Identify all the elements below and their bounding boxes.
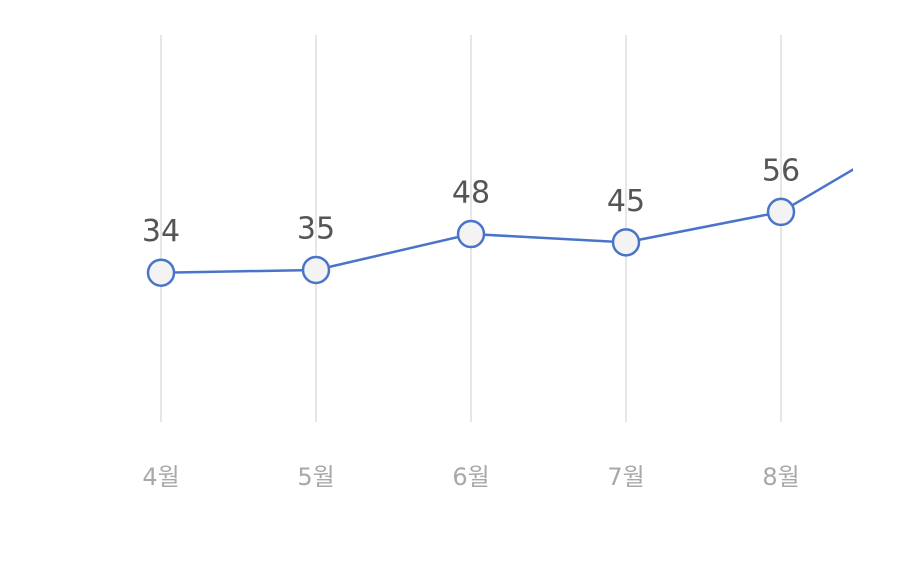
labels: 4월 5월 6월 7월 8월 34 35 48 45 56: [142, 153, 800, 491]
grid: [160, 35, 782, 422]
marker: [146, 258, 176, 287]
x-tick-label: 4월: [142, 463, 179, 491]
x-tick-label: 8월: [762, 463, 799, 491]
value-label: 35: [297, 211, 335, 246]
x-tick-label: 5월: [297, 463, 334, 491]
line: [160, 168, 853, 274]
x-tick-label: 6월: [452, 463, 489, 491]
value-label: 45: [607, 184, 645, 219]
value-label: 56: [762, 153, 800, 188]
value-label: 48: [452, 176, 490, 211]
plot-area: [146, 168, 853, 287]
marker: [611, 228, 641, 257]
marker: [301, 255, 331, 285]
x-tick-label: 7월: [607, 463, 644, 491]
value-label: 34: [142, 214, 180, 249]
marker: [766, 197, 796, 227]
marker: [456, 219, 486, 249]
